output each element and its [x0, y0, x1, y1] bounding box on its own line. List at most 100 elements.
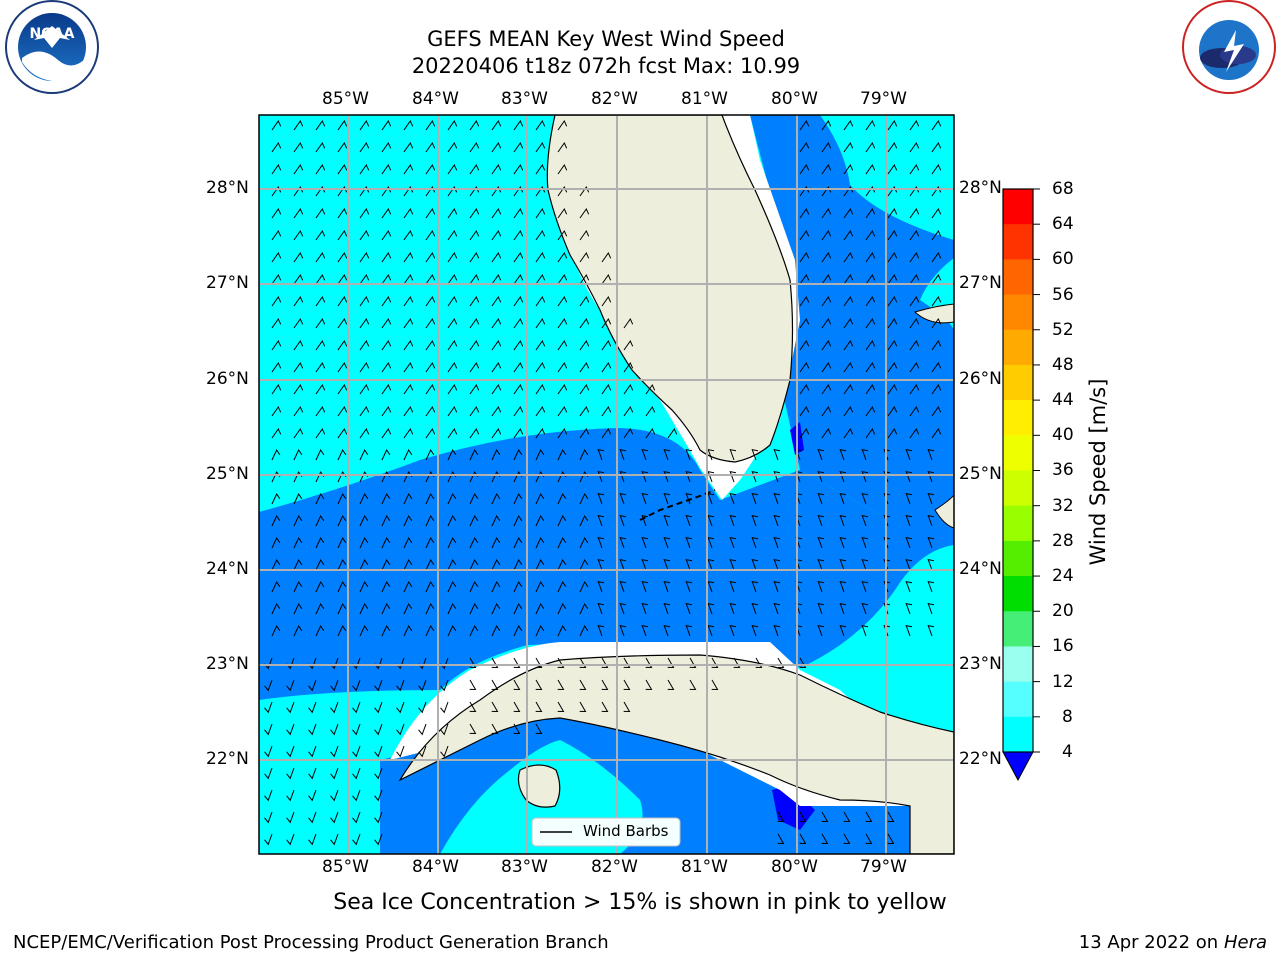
- wind-barb: [887, 207, 898, 219]
- wind-barb: [513, 229, 524, 241]
- lon-label-bottom-1: 85°W: [322, 857, 369, 877]
- wind-barb: [308, 833, 317, 846]
- colorbar-tick: 68: [1052, 179, 1074, 199]
- wind-barb: [308, 811, 317, 824]
- footer-left: NCEP/EMC/Verification Post Processing Pr…: [13, 932, 609, 953]
- wind-barb: [359, 207, 370, 219]
- wind-barb: [491, 207, 502, 219]
- wind-barb: [645, 427, 656, 439]
- wind-barb: [469, 625, 479, 637]
- wind-barb: [264, 767, 273, 780]
- colorbar-tick: 52: [1052, 320, 1074, 340]
- wind-barb: [905, 625, 913, 637]
- wind-barb: [425, 339, 436, 351]
- wind-barb: [557, 427, 568, 439]
- wind-barb: [469, 405, 480, 417]
- colorbar-swatch: [1003, 189, 1033, 225]
- wind-barb: [821, 427, 832, 439]
- wind-barb: [799, 185, 810, 197]
- wind-barb: [623, 657, 631, 669]
- wind-barb: [293, 493, 303, 505]
- wind-barb: [641, 559, 649, 571]
- lon-label-bottom-7: 79°W: [860, 857, 907, 877]
- wind-barb: [469, 141, 480, 153]
- wind-barb: [315, 383, 326, 395]
- wind-barb: [447, 317, 458, 329]
- wind-barb: [729, 493, 737, 505]
- wind-barb: [777, 811, 785, 823]
- colorbar-tick: 28: [1052, 531, 1074, 551]
- wind-barb: [641, 581, 649, 593]
- wind-barb: [927, 559, 935, 571]
- wind-barb: [663, 537, 671, 549]
- wind-barb: [821, 119, 832, 131]
- lat-label-right-3: 26°N: [959, 369, 1002, 389]
- wind-barb: [707, 493, 715, 505]
- wind-barb: [513, 405, 524, 417]
- lat-label-left-4: 25°N: [206, 464, 249, 484]
- wind-barb: [535, 229, 546, 241]
- wind-barb: [931, 141, 942, 153]
- wind-barb: [513, 701, 521, 713]
- legend-label: Wind Barbs: [583, 822, 669, 840]
- wind-barb: [337, 361, 348, 373]
- wind-barb: [337, 427, 348, 439]
- wind-field-blue-center: [259, 428, 954, 700]
- wind-barb: [293, 229, 304, 241]
- wind-barb: [491, 405, 502, 417]
- wind-barb: [927, 537, 935, 549]
- wind-barb: [381, 251, 392, 263]
- wind-barb: [799, 119, 810, 131]
- wind-barb: [711, 679, 719, 691]
- wind-barb: [286, 701, 295, 714]
- colorbar-swatch: [1003, 435, 1033, 471]
- wind-barb: [469, 163, 480, 175]
- wind-barb: [381, 427, 392, 439]
- wind-barb: [491, 339, 502, 351]
- wind-barb: [663, 493, 671, 505]
- wind-barb: [374, 723, 383, 736]
- wind-barb: [271, 229, 282, 241]
- wind-barb: [839, 493, 847, 505]
- wind-barb: [513, 207, 524, 219]
- wind-barb: [861, 603, 869, 615]
- wind-barb: [315, 339, 326, 351]
- wind-barb: [751, 449, 759, 461]
- wind-barb: [271, 339, 282, 351]
- wind-barb: [381, 405, 392, 417]
- wind-barb: [447, 449, 457, 461]
- wind-barb: [689, 657, 697, 669]
- wind-barb: [685, 625, 693, 637]
- wind-barb: [821, 229, 832, 241]
- wind-barb: [359, 493, 369, 505]
- wind-barb: [887, 229, 898, 241]
- wind-barb: [447, 603, 457, 615]
- wind-barb: [447, 493, 457, 505]
- wind-barb: [645, 405, 656, 417]
- wind-barb: [909, 207, 920, 219]
- wind-barb: [579, 625, 589, 637]
- wind-barb: [330, 789, 339, 802]
- wind-barb: [447, 515, 457, 527]
- wind-barb: [645, 657, 653, 669]
- wind-barb: [663, 603, 671, 615]
- lon-label-bottom-3: 83°W: [501, 857, 548, 877]
- wind-barb: [773, 515, 781, 527]
- wind-barb: [579, 339, 590, 351]
- wind-barb: [909, 163, 920, 175]
- wind-barb: [381, 515, 391, 527]
- wind-barb: [535, 515, 545, 527]
- wind-barb: [799, 339, 810, 351]
- wind-barb: [337, 207, 348, 219]
- wind-barb: [641, 493, 649, 505]
- wind-barb: [931, 185, 942, 197]
- wind-barb: [909, 295, 920, 307]
- wind-barb: [535, 251, 546, 263]
- wind-barb: [597, 581, 605, 593]
- isle-of-youth: [517, 764, 561, 808]
- wind-barb: [447, 163, 458, 175]
- wind-barb: [729, 581, 737, 593]
- wind-barb: [557, 537, 567, 549]
- plot-title-line2: 20220406 t18z 072h fcst Max: 10.99: [411, 54, 801, 78]
- wind-barb: [381, 361, 392, 373]
